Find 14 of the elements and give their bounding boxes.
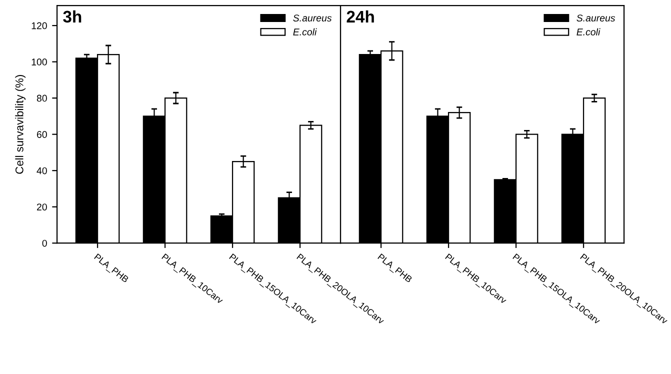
- y-tick-label: 100: [32, 58, 47, 66]
- y-tick-label: 60: [36, 131, 47, 138]
- y-tick-label: 0: [42, 240, 47, 247]
- legend-label: E.coli: [576, 28, 600, 36]
- y-tick-label: 40: [36, 167, 47, 174]
- y-tick-label: 120: [32, 22, 47, 30]
- y-tick-label: 80: [36, 94, 47, 102]
- legend-label: S.aureus: [576, 14, 616, 22]
- chart-title: 3h: [63, 10, 82, 23]
- legend-label: E.coli: [293, 28, 317, 36]
- y-tick-label: 20: [36, 204, 47, 210]
- y-axis-title: Cell survavibility (%): [15, 75, 26, 174]
- legend-label: S.aureus: [293, 14, 332, 22]
- chart-title: 24h: [346, 10, 374, 22]
